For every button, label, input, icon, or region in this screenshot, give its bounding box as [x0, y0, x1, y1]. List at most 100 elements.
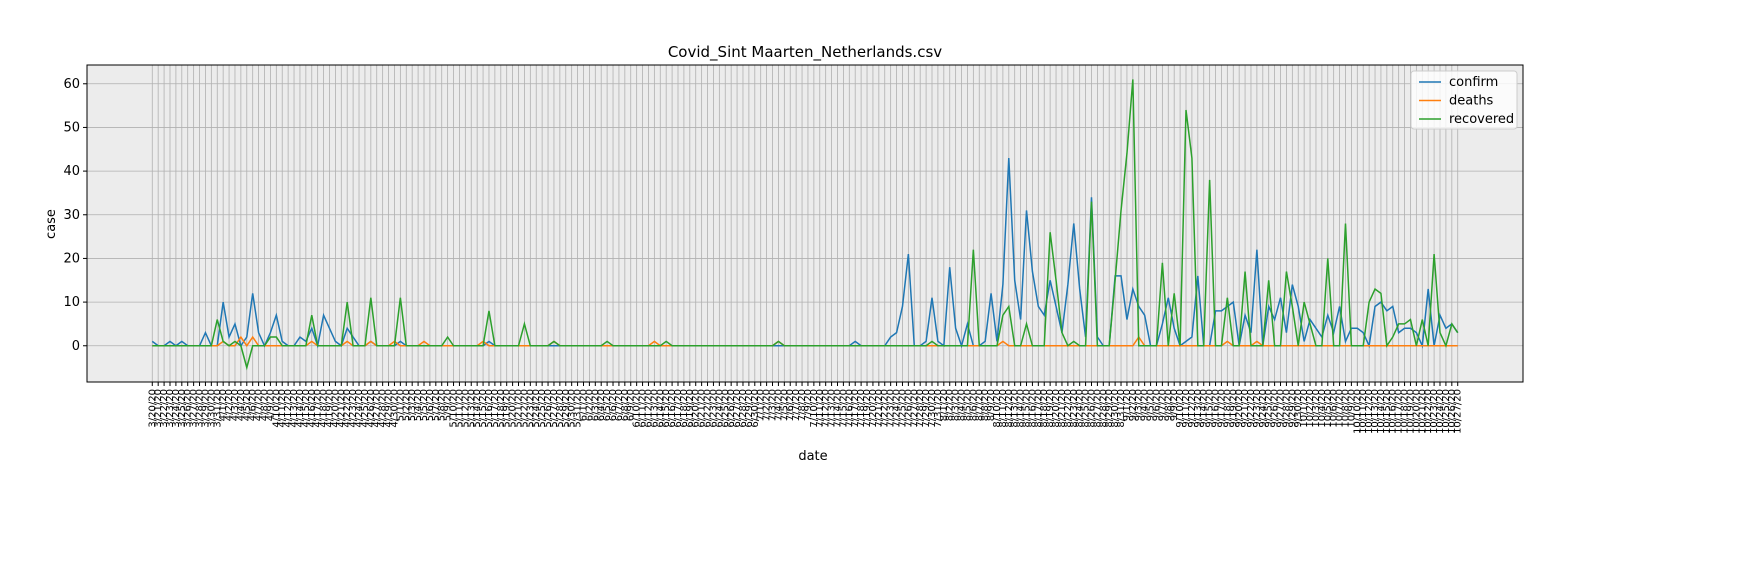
x-tick-label: 7/7/20 — [791, 389, 802, 421]
x-tick-label: 7/6/20 — [785, 389, 796, 421]
x-tick-label: 9/26/20 — [1270, 389, 1281, 428]
x-tick-label: 9/4/20 — [1140, 389, 1151, 421]
x-tick-label: 10/4/20 — [1317, 389, 1328, 428]
x-tick-label: 4/4/20 — [236, 389, 247, 421]
x-tick-label: 6/1/20 — [578, 389, 589, 421]
x-tick-label: 5/1/20 — [395, 389, 406, 421]
x-tick-label: 7/20/20 — [868, 389, 879, 428]
x-tick-label: 7/24/20 — [892, 389, 903, 428]
x-tick-label: 6/7/20 — [614, 389, 625, 421]
x-tick-label: 7/16/20 — [844, 389, 855, 428]
x-tick-label: 4/3/20 — [230, 389, 241, 421]
x-tick-label: 9/8/20 — [1163, 389, 1174, 421]
x-tick-label: 9/5/20 — [1146, 389, 1157, 421]
x-tick-label: 3/20/20 — [147, 389, 158, 428]
x-tick-label: 8/11/20 — [998, 389, 1009, 428]
x-tick-label: 5/5/20 — [419, 389, 430, 421]
x-tick-label: 7/30/20 — [927, 389, 938, 428]
x-tick-label: 10/13/20 — [1370, 389, 1381, 434]
x-tick-label: 4/24/20 — [354, 389, 365, 428]
x-tick-label: 4/8/20 — [260, 389, 271, 421]
x-tick-label: 4/23/20 — [348, 389, 359, 428]
x-tick-label: 5/10/20 — [449, 389, 460, 428]
x-tick-label: 4/11/20 — [277, 389, 288, 428]
x-tick-label: 9/17/20 — [1216, 389, 1227, 428]
x-tick-label: 4/2/20 — [224, 389, 235, 421]
x-tick-label: 4/27/20 — [372, 389, 383, 428]
x-tick-label: 6/10/20 — [632, 389, 643, 428]
x-tick-label: 7/12/20 — [821, 389, 832, 428]
x-tick-label: 9/27/20 — [1276, 389, 1287, 428]
x-tick-label: 7/15/20 — [838, 389, 849, 428]
x-tick-label: 8/24/20 — [1075, 389, 1086, 428]
x-tick-label: 10/2/20 — [1305, 389, 1316, 428]
x-tick-label: 8/12/20 — [1004, 389, 1015, 428]
x-tick-label: 4/20/20 — [330, 389, 341, 428]
x-tick-label: 7/3/20 — [768, 389, 779, 421]
x-tick-label: 6/25/20 — [720, 389, 731, 428]
x-tick-label: 4/16/20 — [307, 389, 318, 428]
x-tick-label: 8/3/20 — [951, 389, 962, 421]
x-tick-label: 9/19/20 — [1228, 389, 1239, 428]
x-tick-label: 4/29/20 — [384, 389, 395, 428]
x-tick-label: 5/13/20 — [466, 389, 477, 428]
x-tick-label: 10/22/20 — [1423, 389, 1434, 434]
x-tick-label: 4/13/20 — [289, 389, 300, 428]
x-tick-label: 6/12/20 — [643, 389, 654, 428]
x-tick-label: 7/5/20 — [779, 389, 790, 421]
x-tick-label: 9/22/20 — [1246, 389, 1257, 428]
y-tick-label: 60 — [63, 77, 80, 92]
x-tick-label: 9/10/20 — [1175, 389, 1186, 428]
x-tick-label: 8/13/20 — [1010, 389, 1021, 428]
x-tick-label: 9/3/20 — [1134, 389, 1145, 421]
x-tick-label: 9/24/20 — [1258, 389, 1269, 428]
x-tick-label: 10/7/20 — [1335, 389, 1346, 428]
x-tick-label: 7/18/20 — [856, 389, 867, 428]
x-tick-label: 4/10/20 — [271, 389, 282, 428]
x-tick-label: 5/24/20 — [531, 389, 542, 428]
x-tick-label: 10/25/20 — [1441, 389, 1452, 434]
x-tick-label: 3/28/20 — [195, 389, 206, 428]
x-tick-label: 10/19/20 — [1405, 389, 1416, 434]
x-tick-label: 7/11/20 — [815, 389, 826, 428]
x-tick-label: 4/9/20 — [265, 389, 276, 421]
x-tick-label: 5/23/20 — [525, 389, 536, 428]
x-tick-label: 8/26/20 — [1086, 389, 1097, 428]
x-tick-label: 8/29/20 — [1104, 389, 1115, 428]
x-tick-label: 10/10/20 — [1352, 389, 1363, 434]
legend-label: deaths — [1449, 94, 1494, 109]
x-tick-label: 10/27/20 — [1453, 389, 1464, 434]
y-tick-label: 0 — [72, 339, 80, 354]
legend-label: confirm — [1449, 75, 1498, 90]
x-tick-label: 9/16/20 — [1211, 389, 1222, 428]
x-tick-label: 9/6/20 — [1151, 389, 1162, 421]
x-tick-label: 10/20/20 — [1411, 389, 1422, 434]
x-tick-label: 9/20/20 — [1234, 389, 1245, 428]
x-tick-label: 5/18/20 — [496, 389, 507, 428]
x-tick-label: 9/23/20 — [1252, 389, 1263, 428]
x-tick-label: 6/29/20 — [744, 389, 755, 428]
x-tick-label: 8/7/20 — [974, 389, 985, 421]
x-tick-label: 4/14/20 — [295, 389, 306, 428]
x-tick-label: 4/5/20 — [242, 389, 253, 421]
x-tick-label: 6/18/20 — [679, 389, 690, 428]
x-tick-label: 7/19/20 — [862, 389, 873, 428]
x-tick-label: 5/7/20 — [431, 389, 442, 421]
series-line — [152, 79, 1459, 371]
x-tick-label: 4/6/20 — [248, 389, 259, 421]
x-tick-label: 5/11/20 — [454, 389, 465, 428]
x-tick-label: 6/16/20 — [667, 389, 678, 428]
x-tick-label: 5/20/20 — [508, 389, 519, 428]
x-tick-label: 3/30/20 — [206, 389, 217, 428]
x-tick-label: 3/24/20 — [171, 389, 182, 428]
x-tick-label: 8/19/20 — [1045, 389, 1056, 428]
x-tick-label: 4/19/20 — [324, 389, 335, 428]
x-tick-label: 5/3/20 — [407, 389, 418, 421]
y-tick-label: 40 — [63, 164, 80, 179]
x-tick-label: 6/15/20 — [661, 389, 672, 428]
legend-label: recovered — [1449, 112, 1514, 127]
x-tick-label: 6/26/20 — [726, 389, 737, 428]
x-tick-label: 3/29/20 — [200, 389, 211, 428]
x-tick-label: 7/26/20 — [903, 389, 914, 428]
